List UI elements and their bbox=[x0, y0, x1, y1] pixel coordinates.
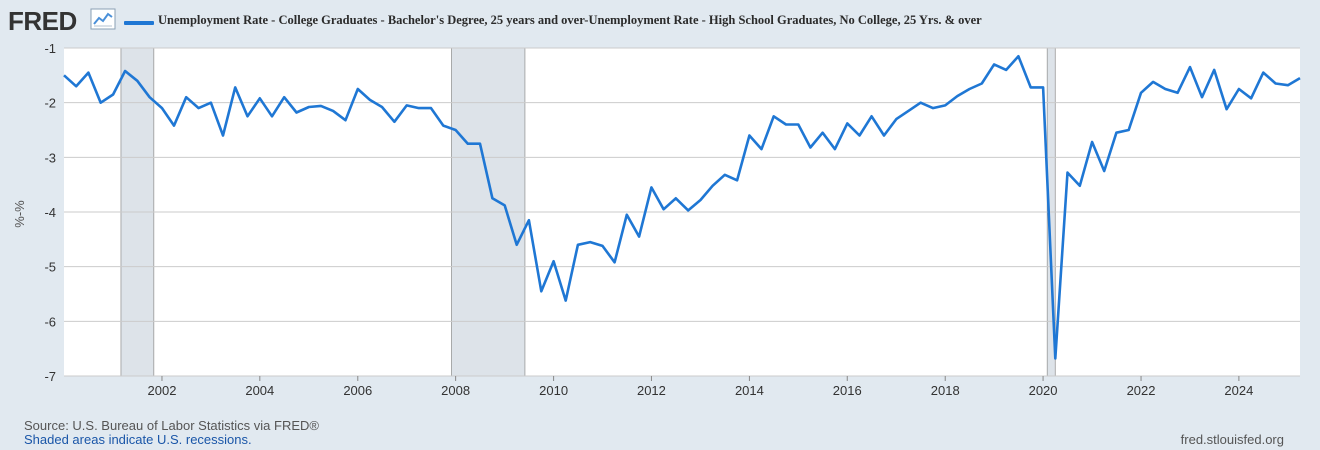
x-tick-label: 2016 bbox=[833, 383, 862, 398]
x-tick-label: 2018 bbox=[931, 383, 960, 398]
chart-header: FRED Unemployment Rate - College Graduat… bbox=[0, 0, 1320, 40]
x-tick-label: 2004 bbox=[245, 383, 274, 398]
line-chart: -1-2-3-4-5-6-7 2002 2004 2006 2008 2010 2012 2… bbox=[12, 41, 1301, 398]
y-tick-label: -2 bbox=[44, 96, 56, 111]
x-tick-label: 2022 bbox=[1127, 383, 1156, 398]
x-tick-label: 2024 bbox=[1224, 383, 1253, 398]
fred-url[interactable]: fred.stlouisfed.org bbox=[1180, 432, 1284, 447]
x-tick-label: 2008 bbox=[441, 383, 470, 398]
y-tick-label: -5 bbox=[44, 260, 56, 275]
y-tick-label: -7 bbox=[44, 369, 56, 384]
recession-note[interactable]: Shaded areas indicate U.S. recessions. bbox=[24, 432, 252, 447]
series-layer bbox=[63, 54, 1301, 360]
legend-series-label: Unemployment Rate - College Graduates - … bbox=[158, 13, 982, 27]
x-tick-label: 2020 bbox=[1029, 383, 1058, 398]
y-axis-ticks: -1 -2 -3 -4 -5 -6 -7 bbox=[44, 41, 56, 384]
line-chart-icon bbox=[90, 8, 116, 30]
fred-logo[interactable]: FRED bbox=[8, 6, 77, 36]
x-tick-label: 2006 bbox=[343, 383, 372, 398]
y-tick-label: -6 bbox=[44, 314, 56, 329]
series-line bbox=[63, 54, 1301, 360]
y-tick-label: -4 bbox=[44, 205, 56, 220]
x-tick-label: 2014 bbox=[735, 383, 764, 398]
source-note: Source: U.S. Bureau of Labor Statistics … bbox=[24, 418, 319, 433]
x-tick-label: 2010 bbox=[539, 383, 568, 398]
x-tick-label: 2012 bbox=[637, 383, 666, 398]
grid-lines bbox=[64, 47, 1300, 377]
y-tick-label: -1 bbox=[44, 41, 56, 56]
y-tick-label: -3 bbox=[44, 150, 56, 165]
legend-swatch bbox=[124, 21, 154, 25]
x-axis-ticks: 2002 2004 2006 2008 2010 2012 2014 2016 2018 2020… bbox=[148, 376, 1253, 398]
x-tick-label: 2002 bbox=[148, 383, 177, 398]
y-axis-label: %-% bbox=[12, 200, 27, 228]
